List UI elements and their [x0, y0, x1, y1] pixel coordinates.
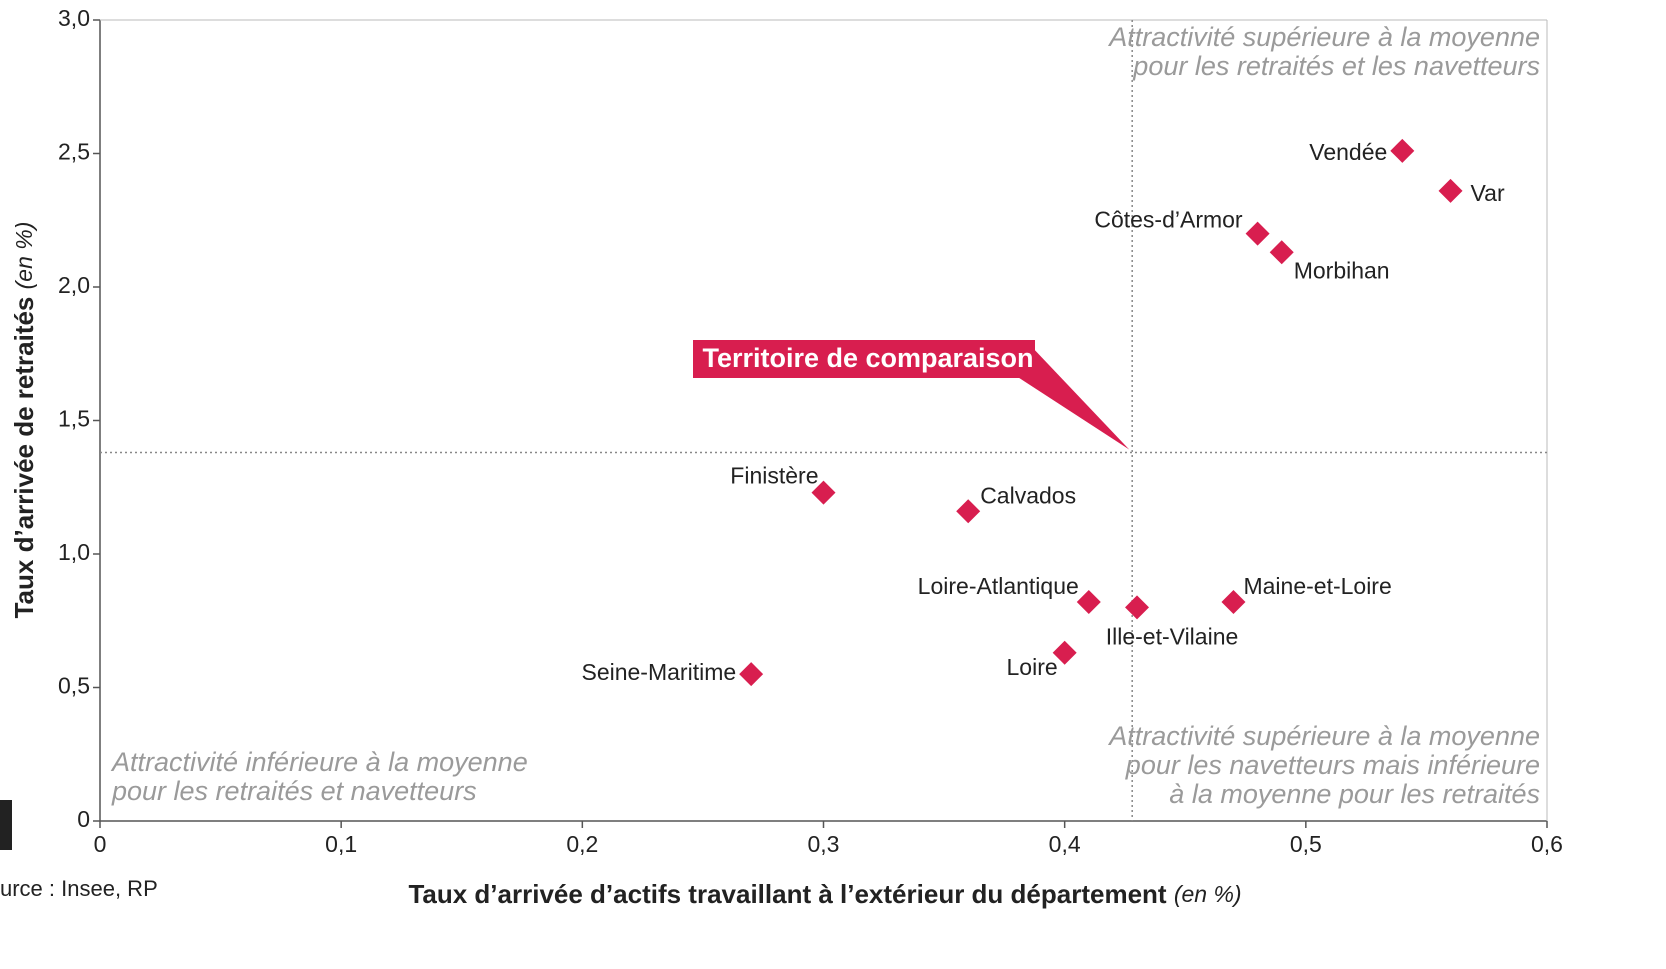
x-label-unit: (en %) [1174, 881, 1242, 907]
point-label: Var [1471, 180, 1505, 206]
point-label: Côtes-d’Armor [1094, 207, 1243, 233]
x-axis-title: Taux d’arrivée d’actifs travaillant à l’… [408, 879, 1241, 909]
x-label: Taux d’arrivée d’actifs travaillant à l’… [408, 879, 1166, 909]
y-axis-title: Taux d’arrivée de retraités (en %) [9, 222, 39, 619]
x-tick-label: 0,3 [808, 831, 840, 857]
y-tick-label: 2,0 [58, 272, 90, 298]
x-tick-label: 0,2 [566, 831, 598, 857]
point [1438, 178, 1463, 203]
quadrant-note: Attractivité supérieure à la moyenne [1107, 22, 1540, 52]
cropped-logo [0, 800, 12, 850]
y-tick-label: 1,0 [58, 539, 90, 565]
callout-pointer [1010, 345, 1130, 450]
x-tick-label: 0 [94, 831, 107, 857]
point [1125, 595, 1150, 620]
quadrant-note: à la moyenne pour les retraités [1169, 779, 1540, 809]
y-tick-label: 0 [77, 806, 90, 832]
source: urce : Insee, RP [0, 876, 158, 901]
point [1076, 590, 1101, 615]
point-label: Ille-et-Vilaine [1106, 623, 1239, 649]
x-tick-label: 0,1 [325, 831, 357, 857]
y-tick-label: 0,5 [58, 673, 90, 699]
point-label: Finistère [730, 463, 818, 489]
y-tick-label: 2,5 [58, 139, 90, 165]
point-label: Calvados [980, 482, 1076, 508]
point [956, 499, 981, 524]
quadrant-note: Attractivité supérieure à la moyenne [1107, 721, 1540, 751]
point [1390, 138, 1415, 163]
x-tick-label: 0,4 [1049, 831, 1081, 857]
quadrant-note: Attractivité inférieure à la moyenne [110, 747, 528, 777]
point-label: Seine-Maritime [581, 659, 736, 685]
y-tick-label: 3,0 [58, 5, 90, 31]
point [1052, 640, 1077, 665]
x-tick-label: 0,6 [1531, 831, 1563, 857]
quadrant-note: pour les navetteurs mais inférieure [1125, 750, 1540, 780]
callout-label: Territoire de comparaison [702, 343, 1033, 373]
point-label: Morbihan [1294, 257, 1390, 283]
y-label-unit: (en %) [11, 222, 37, 290]
point [1269, 240, 1294, 265]
point [811, 480, 836, 505]
y-label: Taux d’arrivée de retraités [9, 297, 39, 619]
callout-box [693, 340, 1035, 378]
y-tick-label: 1,5 [58, 406, 90, 432]
point [1245, 221, 1270, 246]
x-tick-label: 0,5 [1290, 831, 1322, 857]
quadrant-note: pour les retraités et navetteurs [111, 776, 477, 806]
point [1221, 590, 1246, 615]
point [739, 662, 764, 687]
point-label: Loire-Atlantique [918, 573, 1079, 599]
point-label: Vendée [1309, 139, 1387, 165]
quadrant-note: pour les retraités et les navetteurs [1132, 51, 1540, 81]
point-label: Loire [1007, 654, 1058, 680]
point-label: Maine-et-Loire [1243, 573, 1391, 599]
